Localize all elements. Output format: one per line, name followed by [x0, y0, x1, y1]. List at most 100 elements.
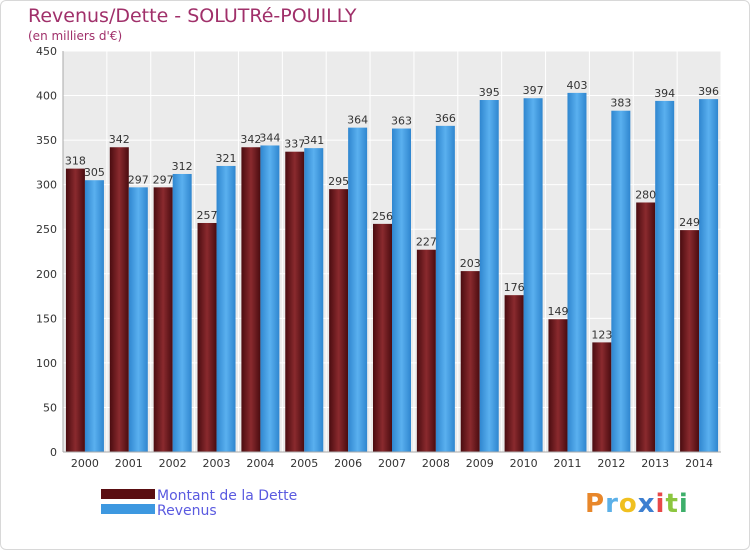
y-tick-label: 400 [36, 90, 57, 103]
y-tick-label: 150 [36, 312, 57, 325]
logo-letter: t [665, 489, 679, 519]
x-tick-label: 2008 [422, 457, 450, 470]
legend-swatch-dette [101, 489, 155, 499]
x-tick-label: 2003 [203, 457, 231, 470]
data-label-revenus: 395 [479, 86, 500, 99]
data-label-dette: 227 [416, 236, 437, 249]
bar-revenus [523, 98, 543, 453]
legend-label-dette: Montant de la Dette [157, 488, 297, 504]
bar-dette [65, 168, 85, 453]
x-tick-label: 2005 [290, 457, 318, 470]
y-tick-label: 300 [36, 179, 57, 192]
data-label-dette: 176 [504, 281, 525, 294]
bar-revenus [611, 110, 631, 453]
bar-revenus [392, 128, 411, 452]
logo-letter: i [655, 489, 666, 519]
x-tick-label: 2002 [159, 457, 187, 470]
bar-revenus [699, 99, 719, 453]
bar-dette [373, 223, 392, 452]
y-tick-label: 450 [36, 45, 57, 58]
y-tick-label: 350 [36, 134, 57, 147]
data-label-revenus: 344 [259, 131, 280, 144]
x-tick-label: 2010 [510, 457, 538, 470]
bar-dette [592, 342, 612, 452]
x-tick-label: 2000 [71, 457, 99, 470]
data-label-dette: 295 [328, 175, 349, 188]
y-tick-label: 0 [50, 446, 57, 459]
bar-revenus [216, 165, 236, 452]
data-label-dette: 337 [284, 138, 305, 151]
data-label-revenus: 363 [391, 115, 412, 128]
bar-revenus [260, 145, 280, 453]
y-tick-label: 50 [43, 401, 57, 414]
data-label-dette: 342 [240, 133, 261, 146]
x-tick-label: 2012 [597, 457, 625, 470]
logo-letter: P [585, 489, 606, 519]
bar-revenus [84, 180, 104, 452]
bar-dette [460, 271, 480, 452]
chart-title: Revenus/Dette - SOLUTRé-POUILLY [28, 5, 357, 27]
data-label-revenus: 396 [698, 85, 719, 98]
bar-revenus [435, 125, 455, 452]
x-tick-label: 2014 [685, 457, 713, 470]
data-label-revenus: 366 [435, 112, 456, 125]
bar-dette [636, 202, 656, 452]
logo-letter: i [678, 489, 689, 519]
data-label-dette: 297 [153, 173, 174, 186]
data-label-dette: 257 [197, 209, 218, 222]
x-tick-label: 2013 [641, 457, 669, 470]
data-label-dette: 280 [635, 188, 656, 201]
y-tick-label: 200 [36, 268, 57, 281]
y-tick-label: 100 [36, 357, 57, 370]
logo-letter: o [618, 489, 638, 519]
data-label-revenus: 403 [566, 79, 587, 92]
data-label-revenus: 321 [216, 152, 237, 165]
proxiti-logo: Proxiti [585, 489, 689, 519]
data-label-revenus: 305 [84, 166, 105, 179]
bar-dette [416, 249, 436, 452]
bar-dette [285, 151, 305, 452]
data-label-revenus: 397 [523, 84, 544, 97]
data-label-revenus: 364 [347, 114, 368, 127]
bar-revenus [348, 127, 368, 452]
bar-revenus [567, 92, 587, 452]
bar-dette [153, 187, 173, 452]
bar-dette [680, 230, 700, 452]
x-tick-label: 2007 [378, 457, 406, 470]
logo-letter: x [637, 489, 656, 519]
x-tick-label: 2009 [466, 457, 494, 470]
x-tick-label: 2001 [115, 457, 143, 470]
bar-dette [504, 295, 524, 452]
logo-letter: r [605, 489, 619, 519]
x-tick-label: 2004 [246, 457, 274, 470]
y-tick-label: 250 [36, 223, 57, 236]
chart-subtitle: (en milliers d'€) [28, 29, 123, 43]
data-label-dette: 203 [460, 257, 481, 270]
data-label-revenus: 394 [654, 87, 675, 100]
data-label-dette: 318 [65, 155, 86, 168]
bar-dette [197, 222, 217, 452]
legend-label-revenus: Revenus [157, 503, 217, 519]
legend-swatch-revenus [101, 504, 155, 514]
x-tick-label: 2011 [553, 457, 581, 470]
bar-dette [109, 147, 129, 453]
data-label-revenus: 312 [172, 160, 193, 173]
data-label-dette: 256 [372, 210, 393, 223]
data-label-dette: 342 [109, 133, 130, 146]
data-label-revenus: 341 [303, 134, 324, 147]
x-tick-label: 2006 [334, 457, 362, 470]
bar-revenus [655, 100, 675, 452]
bar-revenus [128, 187, 148, 452]
data-label-revenus: 297 [128, 173, 149, 186]
data-label-dette: 249 [679, 216, 700, 229]
bar-dette [329, 189, 349, 452]
data-label-revenus: 383 [610, 97, 631, 110]
bar-revenus [172, 173, 192, 452]
bar-revenus [304, 148, 324, 452]
bar-dette [548, 319, 568, 452]
data-label-dette: 123 [591, 328, 612, 341]
data-label-dette: 149 [547, 305, 568, 318]
bar-revenus [479, 100, 499, 452]
